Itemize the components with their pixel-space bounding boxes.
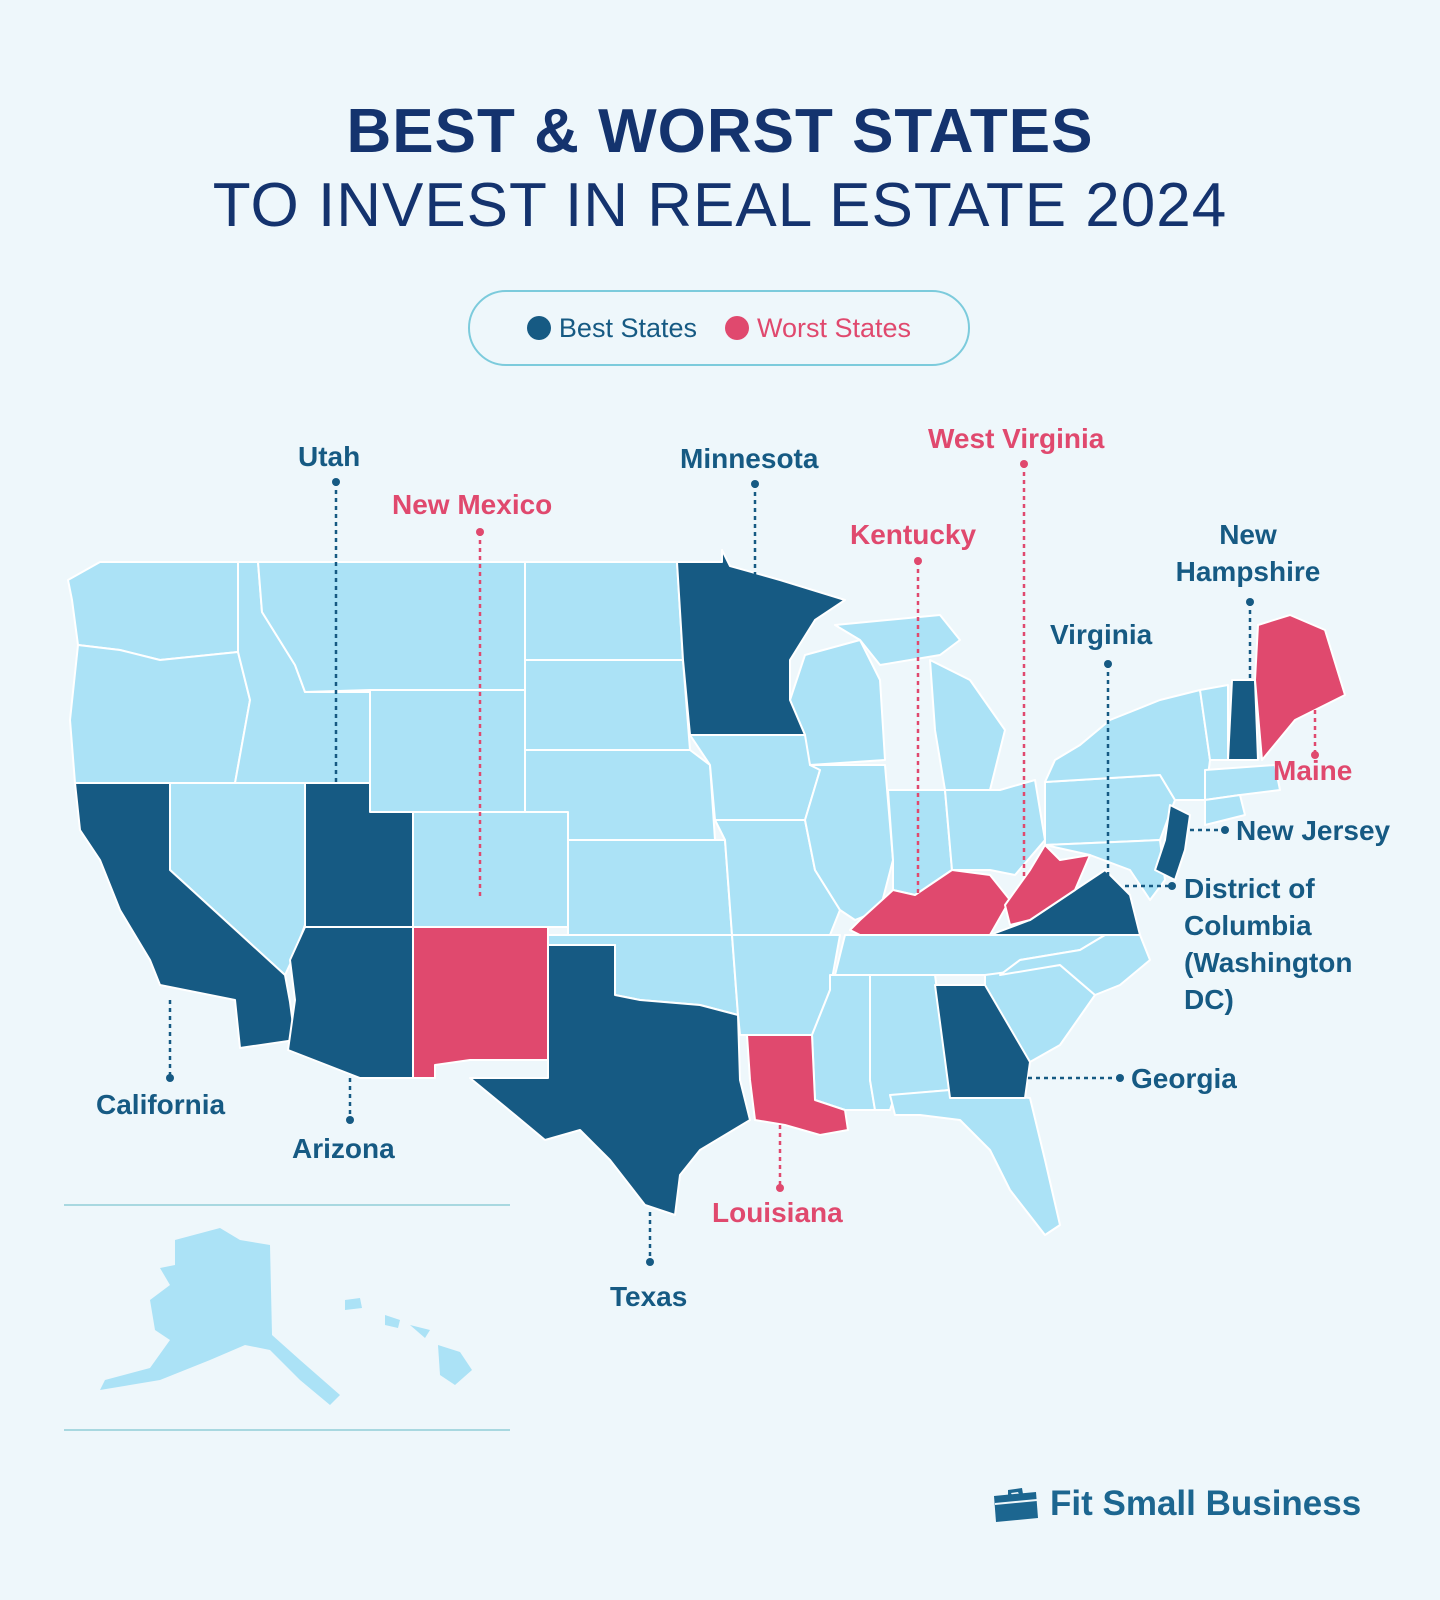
label-dc-line4: DC)	[1184, 984, 1234, 1015]
label-dc-line3: (Washington	[1184, 947, 1353, 978]
label-dc-line2: Columbia	[1184, 910, 1312, 941]
label-new-hampshire-line2: Hampshire	[1175, 556, 1321, 587]
label-west-virginia: West Virginia	[928, 423, 1105, 454]
label-new-hampshire-line1: New	[1219, 519, 1277, 550]
label-louisiana: Louisiana	[712, 1197, 843, 1228]
other-states	[67, 561, 1281, 1236]
brand-logo: Fit Small Business	[992, 1484, 1361, 1524]
label-maine: Maine	[1273, 755, 1353, 786]
legend: Best States Worst States	[468, 290, 970, 366]
title-line-2: TO INVEST IN REAL ESTATE 2024	[212, 171, 1228, 240]
brand-name: Fit Small Business	[1050, 1484, 1362, 1523]
label-minnesota: Minnesota	[680, 443, 819, 474]
label-new-jersey: New Jersey	[1236, 815, 1391, 846]
worst-dot-icon	[725, 316, 749, 340]
legend-best: Best States	[526, 312, 697, 344]
best-states	[74, 549, 1259, 1216]
label-texas: Texas	[610, 1281, 688, 1312]
label-new-hampshire: New Hampshire	[1168, 516, 1328, 590]
briefcase-icon	[994, 1488, 1038, 1522]
label-virginia: Virginia	[1050, 619, 1153, 650]
label-dc: District of Columbia (Washington DC)	[1184, 870, 1352, 1018]
label-utah: Utah	[298, 441, 361, 472]
label-california: California	[96, 1089, 226, 1120]
best-dot-icon	[526, 316, 551, 340]
title-line-1: BEST & WORST STATES	[346, 97, 1094, 166]
alaska-hawaii	[100, 1228, 472, 1405]
label-georgia: Georgia	[1131, 1063, 1237, 1094]
label-arizona: Arizona	[292, 1133, 395, 1164]
label-kentucky: Kentucky	[850, 519, 977, 550]
legend-best-label: Best States	[558, 312, 697, 343]
legend-worst-label: Worst States	[757, 312, 912, 343]
legend-worst: Worst States	[725, 313, 911, 344]
label-dc-line1: District of	[1184, 873, 1315, 904]
label-new-mexico: New Mexico	[392, 489, 553, 520]
worst-states	[412, 614, 1346, 1136]
